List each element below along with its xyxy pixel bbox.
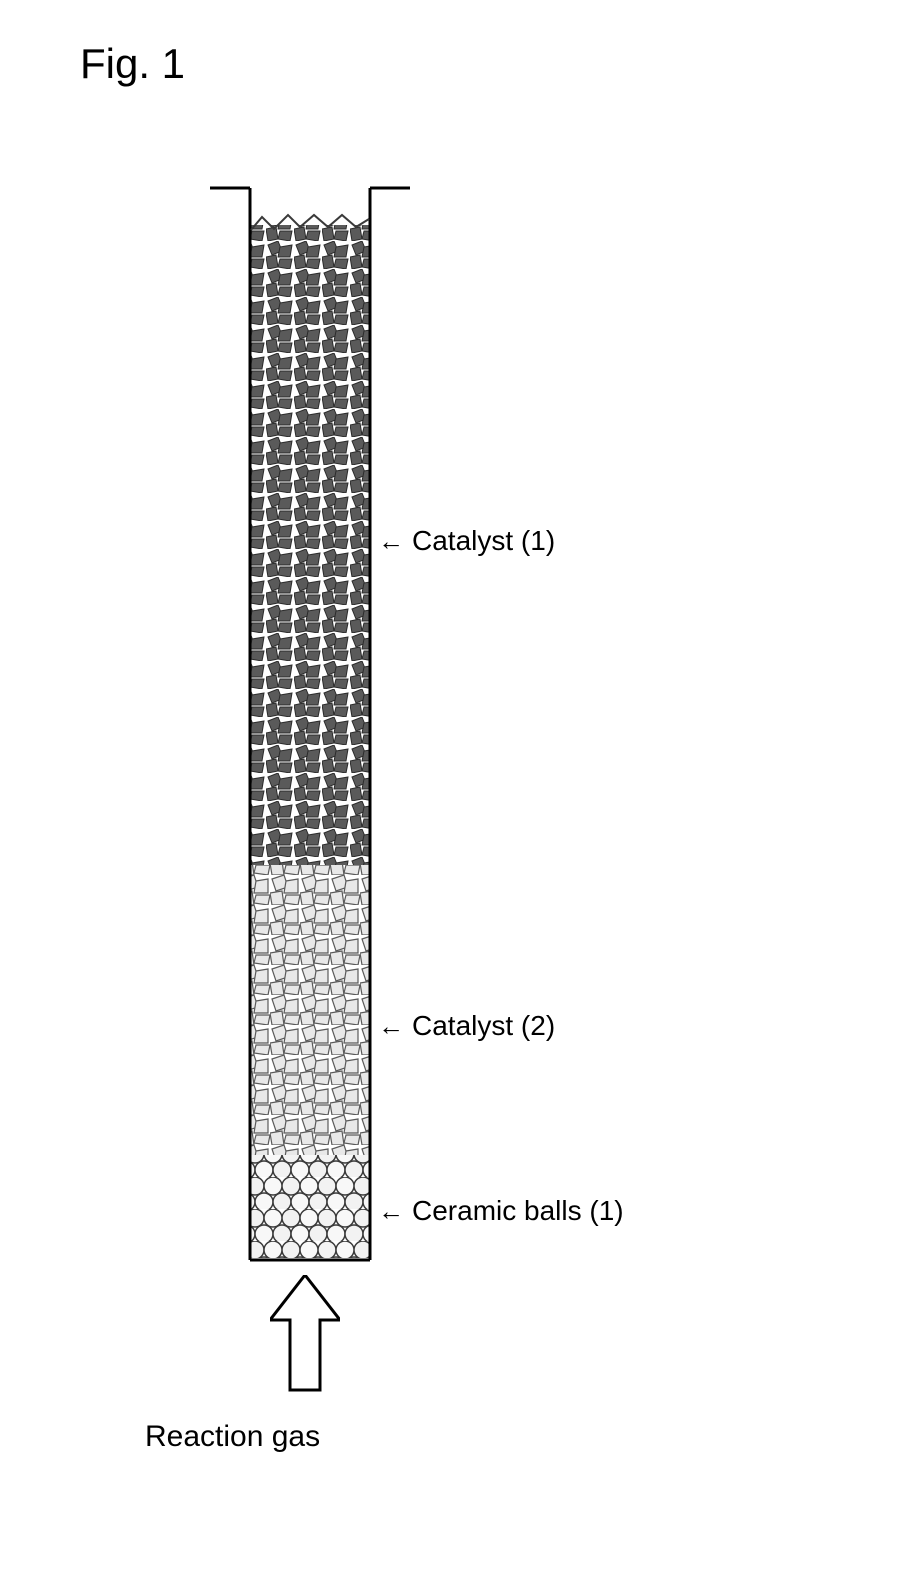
catalyst-1-region: [252, 225, 369, 865]
annotation-label: Catalyst (2): [412, 1010, 555, 1042]
reaction-gas-label: Reaction gas: [145, 1420, 320, 1454]
annotation-label: Catalyst (1): [412, 525, 555, 557]
annotation-label: Ceramic balls (1): [412, 1195, 624, 1227]
reactor-tube: [210, 185, 410, 1275]
catalyst-2-region: [252, 865, 369, 1155]
annotation-catalyst-2: ← Catalyst (2): [378, 1010, 555, 1042]
arrow-left-icon: ←: [378, 1013, 404, 1039]
inlet-arrow: [270, 1275, 340, 1395]
arrow-left-icon: ←: [378, 1198, 404, 1224]
annotation-ceramic-balls: ← Ceramic balls (1): [378, 1195, 624, 1227]
arrow-left-icon: ←: [378, 528, 404, 554]
ceramic-balls-region: [252, 1155, 369, 1258]
annotation-catalyst-1: ← Catalyst (1): [378, 525, 555, 557]
page: Fig. 1: [0, 0, 922, 1580]
figure-label: Fig. 1: [80, 40, 185, 88]
